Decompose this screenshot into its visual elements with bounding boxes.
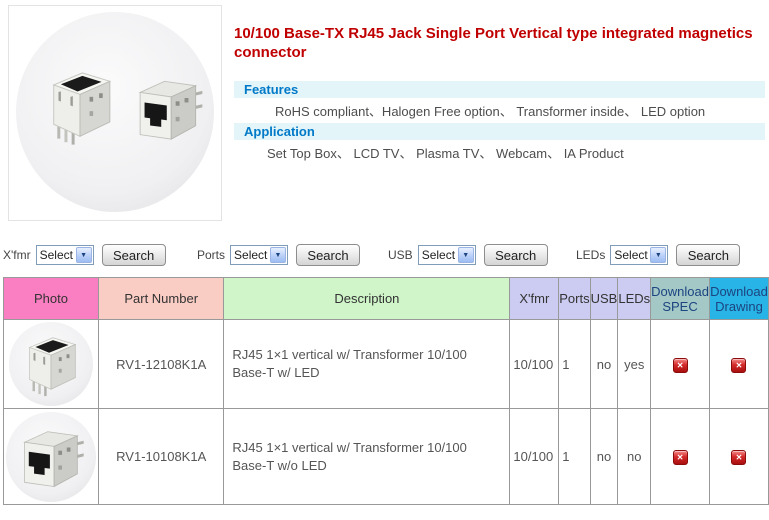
search-group-usb: USB Select ▼ Search <box>388 243 548 267</box>
features-heading: Features <box>234 81 765 98</box>
header-usb: USB <box>589 277 619 320</box>
usb-cell: no <box>589 408 619 505</box>
page-title: 10/100 Base-TX RJ45 Jack Single Port Ver… <box>234 25 753 61</box>
table-row: RV1-10108K1A RJ45 1×1 vertical w/ Transf… <box>3 408 769 505</box>
header-download-drawing: Download Drawing <box>708 277 769 320</box>
header-xfmr: X'fmr <box>509 277 560 320</box>
xfmr-cell: 10/100 <box>509 408 560 505</box>
application-heading: Application <box>234 123 765 140</box>
rj45-connectors-image <box>16 12 214 212</box>
rj45-photo-top-view <box>9 322 93 406</box>
header-photo: Photo <box>3 277 99 320</box>
download-spec-cell: ✕ <box>650 408 710 505</box>
hero-text-block: 10/100 Base-TX RJ45 Jack Single Port Ver… <box>234 24 765 194</box>
description-cell: RJ45 1×1 vertical w/ Transformer 10/100 … <box>223 319 511 409</box>
rj45-photo-front-view <box>6 411 96 502</box>
header-part-number: Part Number <box>97 277 225 320</box>
xfmr-select-value: Select <box>39 248 73 262</box>
product-hero-photo <box>8 5 222 221</box>
chevron-down-icon: ▼ <box>650 247 667 263</box>
chevron-down-icon: ▼ <box>75 247 92 263</box>
header-ports: Ports <box>558 277 591 320</box>
leds-cell: yes <box>617 319 652 409</box>
ports-label: Ports <box>197 248 226 262</box>
leds-select-value: Select <box>614 248 648 262</box>
download-spec-icon[interactable]: ✕ <box>672 357 688 373</box>
usb-select-value: Select <box>421 248 456 262</box>
ports-cell: 1 <box>558 408 591 505</box>
xfmr-cell: 10/100 <box>509 319 560 409</box>
ports-search-button[interactable]: Search <box>296 244 361 266</box>
header-description: Description <box>223 277 511 320</box>
download-drawing-icon[interactable]: ✕ <box>731 357 747 373</box>
leds-cell: no <box>617 408 652 505</box>
usb-search-button[interactable]: Search <box>483 244 548 266</box>
features-text: RoHS compliant、Halogen Free option、 Tran… <box>275 104 706 119</box>
header-leds: LEDs <box>617 277 652 320</box>
ports-select[interactable]: Select ▼ <box>230 245 289 265</box>
product-photo-cell <box>3 408 99 505</box>
xfmr-search-button[interactable]: Search <box>101 244 166 266</box>
part-number-cell: RV1-10108K1A <box>97 408 225 505</box>
leds-search-button[interactable]: Search <box>676 244 741 266</box>
search-group-leds: LEDs Select ▼ Search <box>576 243 741 267</box>
product-table: Photo Part Number Description X'fmr Port… <box>3 277 769 505</box>
usb-cell: no <box>589 319 619 409</box>
leds-select[interactable]: Select ▼ <box>610 245 669 265</box>
table-header-row: Photo Part Number Description X'fmr Port… <box>3 277 769 320</box>
application-text: Set Top Box、 LCD TV、 Plasma TV、 Webcam、 … <box>267 146 624 161</box>
download-spec-icon[interactable]: ✕ <box>672 450 688 465</box>
description-cell: RJ45 1×1 vertical w/ Transformer 10/100 … <box>223 408 511 505</box>
search-group-xfmr: X'fmr Select ▼ Search <box>3 243 166 267</box>
table-row: RV1-12108K1A RJ45 1×1 vertical w/ Transf… <box>3 319 769 409</box>
chevron-down-icon: ▼ <box>457 247 474 263</box>
download-drawing-cell: ✕ <box>708 408 769 505</box>
chevron-down-icon: ▼ <box>270 247 287 263</box>
header-download-spec: Download SPEC <box>650 277 710 320</box>
download-drawing-icon[interactable]: ✕ <box>731 450 747 465</box>
product-photo-cell <box>3 319 99 409</box>
xfmr-label: X'fmr <box>3 248 31 262</box>
leds-label: LEDs <box>576 248 606 262</box>
usb-select[interactable]: Select ▼ <box>417 245 476 265</box>
part-number-cell: RV1-12108K1A <box>97 319 225 409</box>
ports-cell: 1 <box>558 319 591 409</box>
usb-label: USB <box>388 248 413 262</box>
xfmr-select[interactable]: Select ▼ <box>35 245 94 265</box>
search-group-ports: Ports Select ▼ Search <box>197 243 361 267</box>
ports-select-value: Select <box>234 248 268 262</box>
download-drawing-cell: ✕ <box>708 319 769 409</box>
download-spec-cell: ✕ <box>650 319 710 409</box>
